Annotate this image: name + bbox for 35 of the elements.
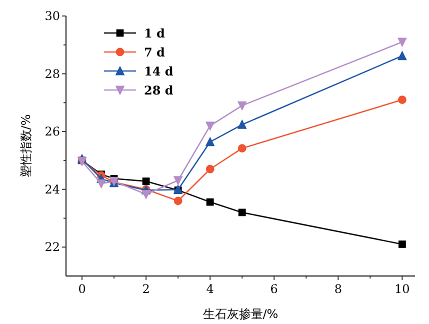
point (238, 144, 246, 153)
x-tick-label: 0 (78, 282, 86, 296)
x-axis-title: 生石灰掺量/% (202, 307, 278, 321)
y-tick-label: 30 (44, 9, 60, 23)
point (398, 96, 406, 104)
point (398, 240, 406, 248)
point (237, 101, 247, 111)
point (238, 208, 246, 216)
point (205, 122, 215, 131)
legend-label: 1 d (144, 26, 166, 40)
x-tick-label: 10 (394, 282, 410, 296)
y-tick-label: 24 (44, 182, 60, 196)
point (142, 178, 150, 185)
point (205, 136, 215, 146)
point (237, 119, 247, 129)
point (174, 196, 182, 206)
y-tick-label: 28 (44, 66, 60, 81)
y-tick-label: 26 (44, 124, 60, 139)
legend-label: 28 d (144, 84, 174, 98)
point (206, 198, 214, 206)
legend-label: 7 d (144, 46, 166, 60)
x-tick-label: 4 (206, 282, 214, 296)
x-tick-label: 8 (334, 282, 342, 296)
x-tick-label: 2 (142, 282, 150, 296)
point (173, 176, 183, 186)
point (397, 50, 407, 60)
point (397, 38, 407, 48)
y-axis-title: 塑性指数/% (19, 114, 33, 178)
legend-label: 14 d (144, 64, 174, 78)
point (141, 190, 151, 200)
x-tick-label: 6 (270, 282, 278, 296)
point (173, 184, 183, 194)
y-tick-label: 22 (44, 240, 60, 254)
point (206, 164, 214, 174)
point (96, 179, 106, 189)
